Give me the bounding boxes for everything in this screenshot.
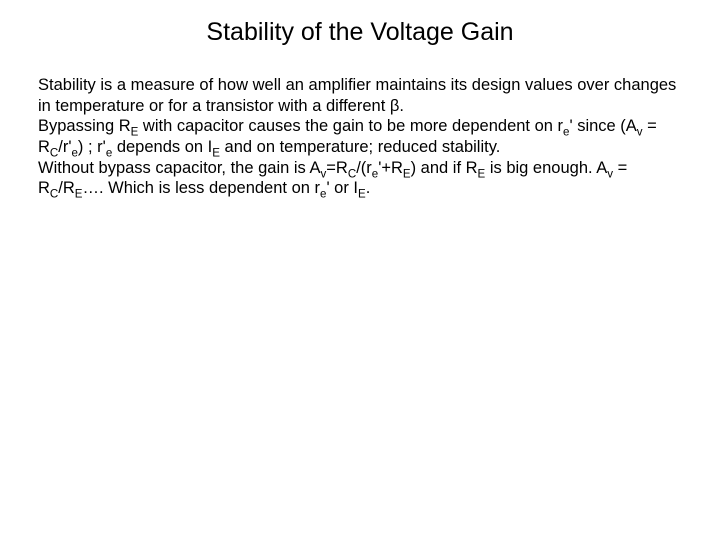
text-span: and on temperature; reduced stability.	[220, 138, 500, 156]
text-span: =R	[326, 159, 348, 177]
text-span: ) and if R	[411, 159, 478, 177]
text-span: Bypassing R	[38, 117, 131, 135]
text-span: ' since (A	[569, 117, 636, 135]
text-span: .	[366, 179, 371, 197]
subscript: C	[348, 168, 356, 180]
paragraph-2: Bypassing RE with capacitor causes the g…	[38, 116, 682, 157]
subscript: E	[358, 188, 366, 200]
paragraph-1: Stability is a measure of how well an am…	[38, 75, 682, 116]
text-span: /(r	[356, 159, 372, 177]
text-span: is big enough. A	[485, 159, 607, 177]
subscript: C	[50, 188, 58, 200]
slide-title: Stability of the Voltage Gain	[118, 18, 602, 47]
text-span: with capacitor causes the gain to be mor…	[138, 117, 563, 135]
slide-body: Stability is a measure of how well an am…	[38, 75, 682, 199]
text-span: ) ; r'	[78, 138, 106, 156]
text-span: /r'	[58, 138, 71, 156]
text-span: depends on I	[112, 138, 212, 156]
subscript: E	[403, 168, 411, 180]
text-span: ' or I	[326, 179, 358, 197]
text-span: /R	[58, 179, 75, 197]
text-span: '+R	[378, 159, 403, 177]
text-span: Without bypass capacitor, the gain is A	[38, 159, 321, 177]
slide-container: Stability of the Voltage Gain Stability …	[0, 0, 720, 540]
paragraph-3: Without bypass capacitor, the gain is Av…	[38, 158, 682, 199]
text-span: …. Which is less dependent on r	[82, 179, 320, 197]
